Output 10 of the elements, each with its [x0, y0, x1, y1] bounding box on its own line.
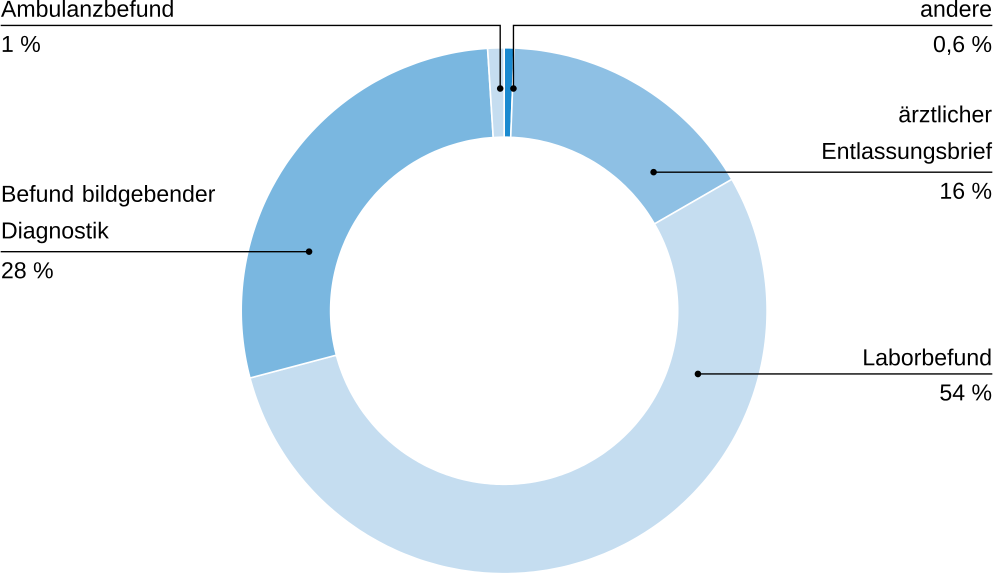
slice-label: ärztlicher Entlassungsbrief [823, 106, 992, 164]
data-label: 28 % [2, 262, 53, 279]
slice-label: Ambulanzbefund [1, 0, 173, 18]
data-label: 54 % [940, 384, 992, 401]
data-label: 1 % [2, 36, 40, 52]
slice-label: Befund bildgebender Diagnostik [2, 185, 216, 244]
data-label: 16 % [941, 182, 992, 200]
slice-label: andere [921, 0, 992, 18]
slice-label: Laborbefund [864, 348, 991, 366]
data-label: 0,6 % [934, 36, 992, 56]
